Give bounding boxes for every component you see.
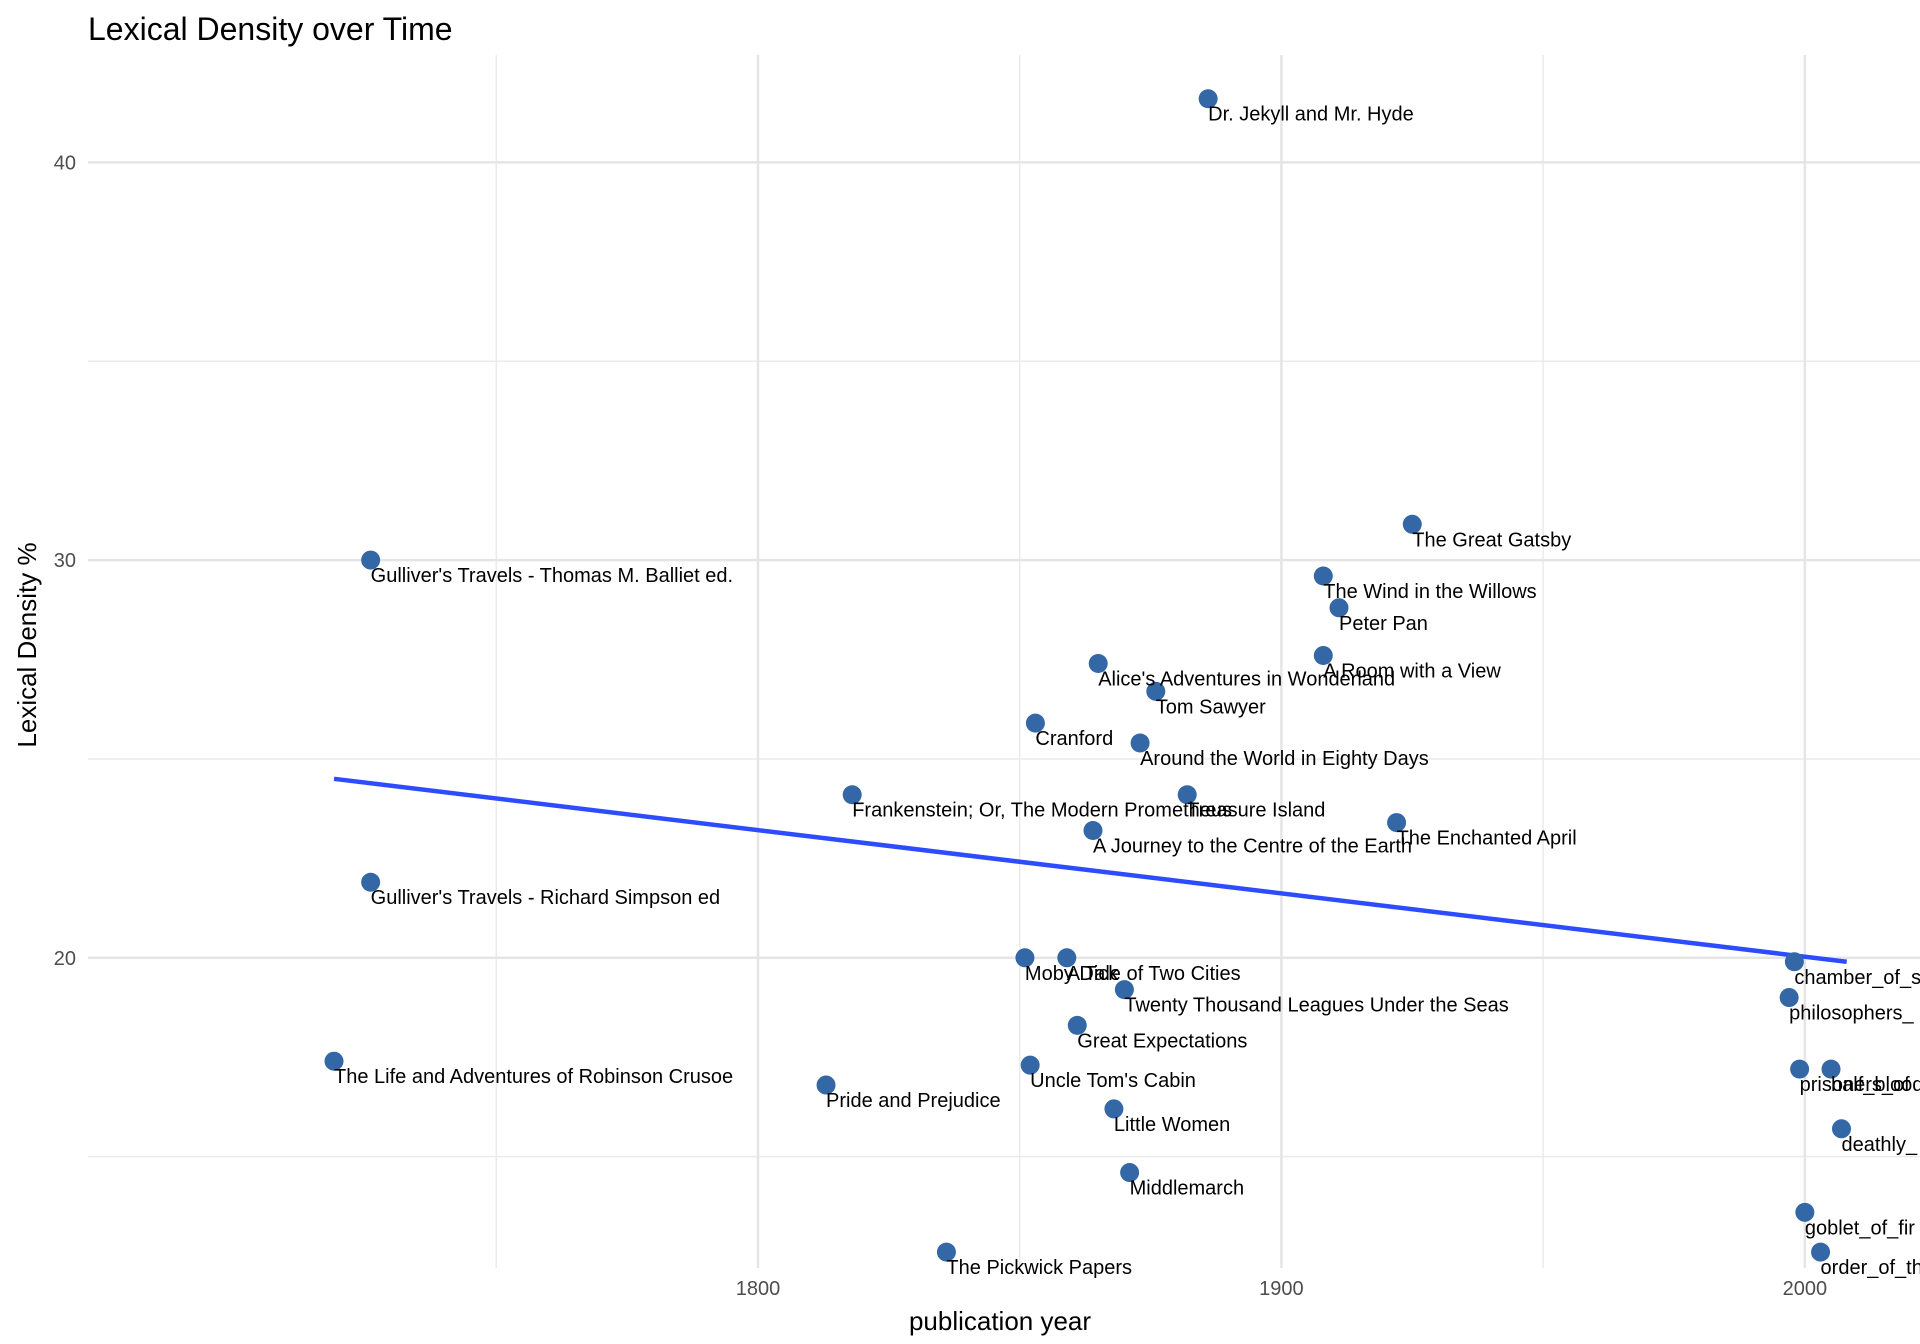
data-point — [1177, 785, 1197, 805]
y-tick-label: 40 — [54, 152, 76, 174]
data-point — [1146, 681, 1166, 701]
point-label: A Journey to the Centre of the Earth — [1093, 836, 1412, 858]
trend-line — [333, 776, 1847, 965]
point-label: A Room with a View — [1323, 661, 1501, 683]
point-label: Pride and Prejudice — [826, 1090, 1001, 1112]
point-label: Middlemarch — [1130, 1178, 1244, 1200]
data-point — [1313, 646, 1333, 666]
grid-lines — [88, 55, 1920, 1268]
data-point — [1198, 89, 1218, 109]
point-label: Little Women — [1114, 1114, 1230, 1136]
point-label: philosophers_ — [1789, 1003, 1914, 1025]
point-label: Twenty Thousand Leagues Under the Seas — [1124, 995, 1508, 1017]
data-point — [361, 550, 381, 570]
data-point — [936, 1242, 956, 1262]
data-point — [1020, 1055, 1040, 1075]
point-label: Gulliver's Travels - Thomas M. Balliet e… — [371, 565, 733, 587]
point-label: chamber_of_s — [1794, 967, 1920, 989]
chart-title: Lexical Density over Time — [88, 11, 453, 47]
y-tick-label: 20 — [54, 948, 76, 970]
data-point — [816, 1075, 836, 1095]
data-point — [1104, 1099, 1124, 1119]
point-label: half_blood — [1831, 1074, 1920, 1096]
data-point — [1329, 598, 1349, 618]
point-label: Moby Dick — [1025, 963, 1119, 985]
point-label: prisoners_of — [1800, 1074, 1911, 1096]
data-point — [1779, 988, 1799, 1008]
data-point — [1114, 980, 1134, 1000]
trend-line-layer — [333, 776, 1847, 965]
tick-labels: 1800 1900 2000 20 30 40 — [54, 152, 1827, 1300]
point-label: deathly_ — [1841, 1134, 1917, 1156]
y-tick-label: 30 — [54, 550, 76, 572]
data-point — [1790, 1059, 1810, 1079]
data-point — [324, 1051, 344, 1071]
point-label: goblet_of_fir — [1805, 1217, 1915, 1239]
data-point — [842, 785, 862, 805]
data-point — [1057, 948, 1077, 968]
x-axis-title: publication year — [909, 1306, 1091, 1336]
data-point — [1088, 653, 1108, 673]
data-point — [1811, 1242, 1831, 1262]
point-label: Dr. Jekyll and Mr. Hyde — [1208, 104, 1414, 126]
x-tick-label: 2000 — [1783, 1278, 1828, 1300]
data-point — [1067, 1015, 1087, 1035]
data-point — [1120, 1163, 1140, 1183]
data-point — [1130, 733, 1150, 753]
data-point — [361, 872, 381, 892]
x-tick-label: 1800 — [736, 1278, 781, 1300]
point-label: Tom Sawyer — [1156, 696, 1266, 718]
point-label: Alice's Adventures in Wonderland — [1098, 668, 1395, 690]
x-tick-label: 1900 — [1259, 1278, 1304, 1300]
y-axis-title: Lexical Density % — [12, 542, 42, 747]
point-label: A Tale of Two Cities — [1067, 963, 1241, 985]
point-label: The Wind in the Willows — [1323, 581, 1536, 603]
point-label: Cranford — [1035, 728, 1113, 750]
point-label: Around the World in Eighty Days — [1140, 748, 1429, 770]
data-point — [1831, 1119, 1851, 1139]
point-label: Great Expectations — [1077, 1030, 1247, 1052]
point-label: The Life and Adventures of Robinson Crus… — [334, 1066, 733, 1088]
data-point — [1083, 821, 1103, 841]
data-point — [1402, 514, 1422, 534]
point-label: Treasure Island — [1187, 800, 1325, 822]
data-points — [324, 89, 1851, 1262]
data-point — [1387, 813, 1407, 833]
data-point — [1015, 948, 1035, 968]
data-point — [1313, 566, 1333, 586]
point-label: Gulliver's Travels - Richard Simpson ed — [371, 887, 721, 909]
data-point — [1784, 952, 1804, 972]
point-label: The Great Gatsby — [1412, 529, 1571, 551]
point-labels: Dr. Jekyll and Mr. Hyde The Great Gatsby G… — [334, 104, 1920, 1279]
point-label: Uncle Tom's Cabin — [1030, 1070, 1196, 1092]
point-label: The Pickwick Papers — [946, 1257, 1132, 1279]
point-label: Peter Pan — [1339, 613, 1428, 635]
data-point — [1025, 713, 1045, 733]
data-point — [1795, 1202, 1815, 1222]
point-label: Frankenstein; Or, The Modern Prometheus — [852, 800, 1232, 822]
point-label: The Enchanted April — [1397, 828, 1577, 850]
point-label: order_of_th — [1821, 1257, 1920, 1279]
data-point — [1821, 1059, 1841, 1079]
